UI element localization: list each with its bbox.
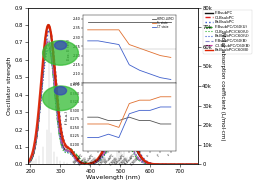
Legend: HOMO-LUMO, S₁ state, CT state: HOMO-LUMO, S₁ state, CT state xyxy=(152,16,175,30)
Y-axis label: Molar absorption coefficient (L/mol·cm): Molar absorption coefficient (L/mol·cm) xyxy=(219,32,225,140)
Y-axis label: Exc. E (eV): Exc. E (eV) xyxy=(67,39,71,60)
Y-axis label: Oscillator strength: Oscillator strength xyxy=(7,57,12,115)
Legend: F-BsubPC, Cl-BsubPC, Br-BsubPC, F-BsubPC/C60(U), Cl-BsubPC/C60(U), Br-BsubPC/C60: F-BsubPC, Cl-BsubPC, Br-BsubPC, F-BsubPC… xyxy=(203,9,252,54)
Y-axis label: f (a.u.): f (a.u.) xyxy=(65,111,69,124)
X-axis label: Wavelength (nm): Wavelength (nm) xyxy=(86,175,140,180)
